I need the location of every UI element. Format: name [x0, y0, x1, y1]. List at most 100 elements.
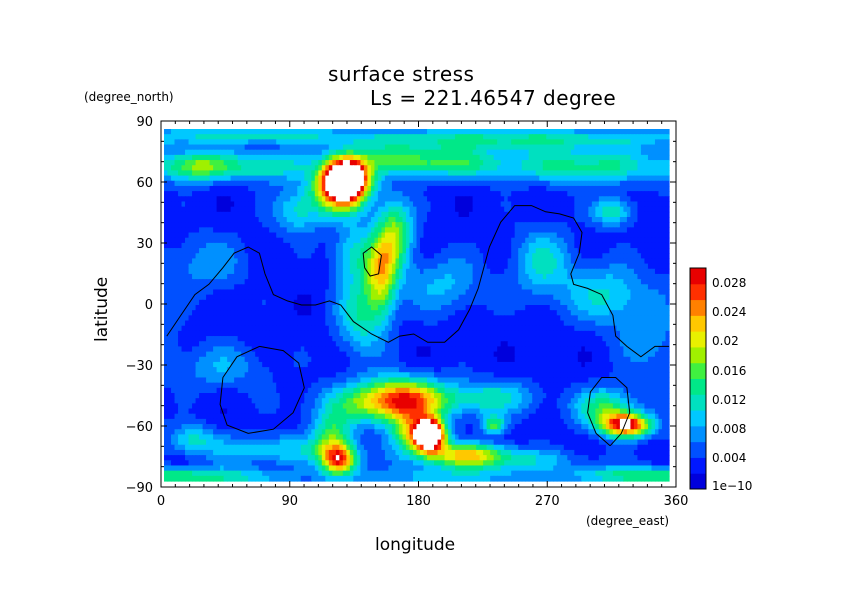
- heatmap-cell: [518, 253, 523, 260]
- heatmap-cell: [542, 134, 547, 140]
- heatmap-cell: [349, 273, 354, 280]
- heatmap-cell: [388, 227, 393, 234]
- heatmap-cell: [469, 237, 474, 244]
- heatmap-cell: [244, 232, 249, 239]
- heatmap-cell: [486, 165, 491, 172]
- heatmap-cell: [591, 273, 596, 280]
- heatmap-cell: [612, 299, 617, 306]
- heatmap-cell: [202, 185, 207, 192]
- heatmap-cell: [213, 165, 218, 172]
- heatmap-cell: [616, 149, 621, 156]
- heatmap-cell: [444, 284, 449, 291]
- heatmap-cell: [384, 160, 390, 166]
- heatmap-cell: [402, 263, 407, 270]
- heatmap-cell: [612, 217, 617, 223]
- heatmap-cell: [423, 248, 428, 254]
- heatmap-cell: [398, 248, 404, 254]
- heatmap-cell: [244, 144, 249, 151]
- heatmap-cell: [363, 242, 369, 249]
- heatmap-cell: [598, 175, 603, 182]
- heatmap-cell: [265, 232, 270, 239]
- heatmap-cell: [661, 242, 667, 249]
- heatmap-cell: [258, 279, 263, 285]
- heatmap-cell: [448, 180, 453, 187]
- heatmap-cell: [542, 217, 547, 223]
- heatmap-cell: [195, 134, 200, 140]
- heatmap-cell: [318, 237, 323, 244]
- heatmap-cell: [314, 206, 319, 213]
- heatmap-cell: [514, 279, 519, 285]
- heatmap-cell: [363, 232, 369, 239]
- heatmap-cell: [504, 206, 509, 213]
- heatmap-cell: [328, 175, 333, 182]
- heatmap-cell: [626, 211, 632, 218]
- heatmap-cell: [304, 242, 309, 249]
- heatmap-cell: [665, 289, 670, 296]
- heatmap-cell: [328, 154, 333, 161]
- heatmap-cell: [528, 242, 533, 249]
- heatmap-cell: [241, 180, 246, 187]
- heatmap-cell: [437, 165, 442, 172]
- heatmap-cell: [504, 175, 509, 182]
- heatmap-cell: [388, 263, 393, 270]
- heatmap-cell: [223, 258, 228, 265]
- heatmap-cell: [654, 180, 660, 187]
- heatmap-cell: [293, 144, 298, 151]
- heatmap-cell: [185, 134, 190, 140]
- heatmap-cell: [185, 165, 190, 172]
- heatmap-cell: [465, 294, 470, 301]
- heatmap-cell: [518, 206, 523, 213]
- heatmap-cell: [185, 263, 190, 270]
- heatmap-cell: [230, 242, 235, 249]
- heatmap-cell: [192, 242, 197, 249]
- heatmap-cell: [479, 258, 484, 265]
- heatmap-cell: [584, 165, 589, 172]
- heatmap-cell: [318, 279, 323, 285]
- heatmap-cell: [556, 263, 561, 270]
- heatmap-cell: [567, 206, 572, 213]
- heatmap-cell: [486, 149, 491, 156]
- heatmap-cell: [353, 206, 358, 213]
- heatmap-cell: [286, 180, 291, 187]
- heatmap-cell: [619, 185, 625, 192]
- heatmap-cell: [377, 305, 383, 311]
- heatmap-cell: [188, 273, 193, 280]
- heatmap-cell: [451, 263, 456, 270]
- heatmap-cell: [311, 305, 316, 311]
- heatmap-cell: [304, 222, 309, 228]
- heatmap-cell: [255, 305, 260, 311]
- heatmap-cell: [476, 289, 481, 296]
- heatmap-cell: [279, 134, 284, 140]
- heatmap-cell: [188, 129, 193, 135]
- heatmap-cell: [318, 248, 323, 254]
- heatmap-cell: [427, 268, 432, 275]
- heatmap-cell: [293, 191, 298, 197]
- heatmap-cell: [237, 180, 242, 187]
- heatmap-cell: [609, 196, 614, 203]
- heatmap-cell: [272, 144, 277, 151]
- heatmap-cell: [549, 227, 554, 234]
- heatmap-cell: [220, 248, 225, 254]
- heatmap-cell: [332, 248, 337, 254]
- heatmap-cell: [539, 129, 544, 135]
- heatmap-cell: [563, 263, 568, 270]
- heatmap-cell: [612, 279, 617, 285]
- heatmap-cell: [430, 165, 435, 172]
- heatmap-cell: [518, 196, 523, 203]
- heatmap-cell: [185, 237, 190, 244]
- heatmap-cell: [381, 180, 386, 187]
- heatmap-cell: [167, 154, 172, 161]
- heatmap-cell: [178, 273, 183, 280]
- heatmap-cell: [630, 279, 635, 285]
- heatmap-cell: [535, 253, 540, 260]
- heatmap-cell: [570, 134, 575, 140]
- heatmap-cell: [584, 248, 589, 254]
- heatmap-cell: [377, 253, 383, 260]
- heatmap-cell: [185, 273, 190, 280]
- heatmap-cell: [412, 284, 418, 291]
- heatmap-cell: [567, 227, 572, 234]
- heatmap-cell: [616, 139, 621, 146]
- heatmap-cell: [248, 165, 253, 172]
- heatmap-cell: [339, 175, 344, 182]
- heatmap-cell: [455, 222, 460, 228]
